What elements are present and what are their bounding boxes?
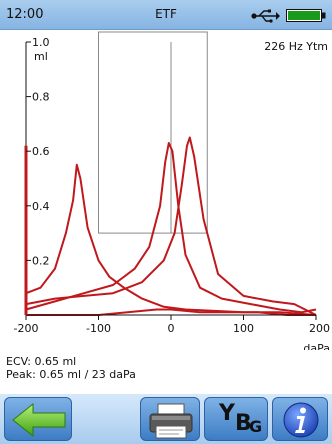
x-tick-label: 100 xyxy=(233,322,254,335)
x-tick-label: -100 xyxy=(86,322,111,335)
tympanogram-chart: 1.0 0.8 0.6 0.4 0.2 -200 -100 0 100 200 226 Hz Yt… xyxy=(14,31,330,350)
curve-2 xyxy=(25,142,317,314)
ybg-button[interactable]: Y B G xyxy=(204,397,268,441)
peak-readout: Peak: 0.65 ml / 23 daPa xyxy=(6,368,136,381)
page-title: ETF xyxy=(155,7,177,21)
usb-icon xyxy=(251,9,280,23)
info-icon xyxy=(283,402,319,438)
y-tick-label: 0.2 xyxy=(32,254,50,267)
y-tick-label: 0.8 xyxy=(32,91,50,104)
back-button[interactable] xyxy=(4,397,72,441)
x-tick-label: 0 xyxy=(168,322,175,335)
ybg-letter-y: Y xyxy=(219,401,235,426)
x-unit-label: daPa xyxy=(303,342,330,350)
y-tick-label: 0.6 xyxy=(32,145,50,158)
bottom-toolbar: Y B G xyxy=(0,394,332,444)
ybg-letter-b: B xyxy=(235,411,252,436)
curve-1 xyxy=(25,163,317,316)
probe-label: 226 Hz Ytm xyxy=(264,40,328,53)
arrow-left-icon xyxy=(12,402,66,438)
y-unit-label: ml xyxy=(34,50,48,63)
info-button[interactable] xyxy=(272,397,328,441)
measurement-info: ECV: 0.65 ml Peak: 0.65 ml / 23 daPa xyxy=(6,355,136,381)
print-button[interactable] xyxy=(140,397,200,441)
ybg-letter-g: G xyxy=(249,417,263,436)
clock: 12:00 xyxy=(6,7,44,22)
x-tick-label: 200 xyxy=(309,322,330,335)
x-tick-label: -200 xyxy=(14,322,39,335)
printer-icon xyxy=(149,403,193,439)
y-tick-label: 1.0 xyxy=(32,36,50,49)
pressure-range-box xyxy=(98,31,208,234)
curve-3 xyxy=(25,136,317,316)
y-tick-label: 0.4 xyxy=(32,200,50,213)
battery-icon xyxy=(286,9,326,22)
ecv-readout: ECV: 0.65 ml xyxy=(6,355,77,368)
status-bar: 12:00 ETF xyxy=(0,0,332,30)
